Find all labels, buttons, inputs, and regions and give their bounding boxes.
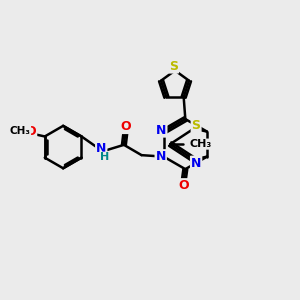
Text: O: O [178, 179, 189, 192]
Text: CH₃: CH₃ [190, 139, 212, 149]
Text: CH₃: CH₃ [10, 126, 31, 136]
Text: O: O [26, 125, 36, 138]
Text: N: N [96, 142, 106, 155]
Text: H: H [100, 152, 109, 162]
Text: N: N [155, 150, 166, 163]
Text: N: N [191, 157, 201, 169]
Text: N: N [156, 124, 166, 136]
Text: S: S [192, 118, 201, 132]
Text: S: S [169, 60, 178, 73]
Text: O: O [120, 120, 131, 133]
